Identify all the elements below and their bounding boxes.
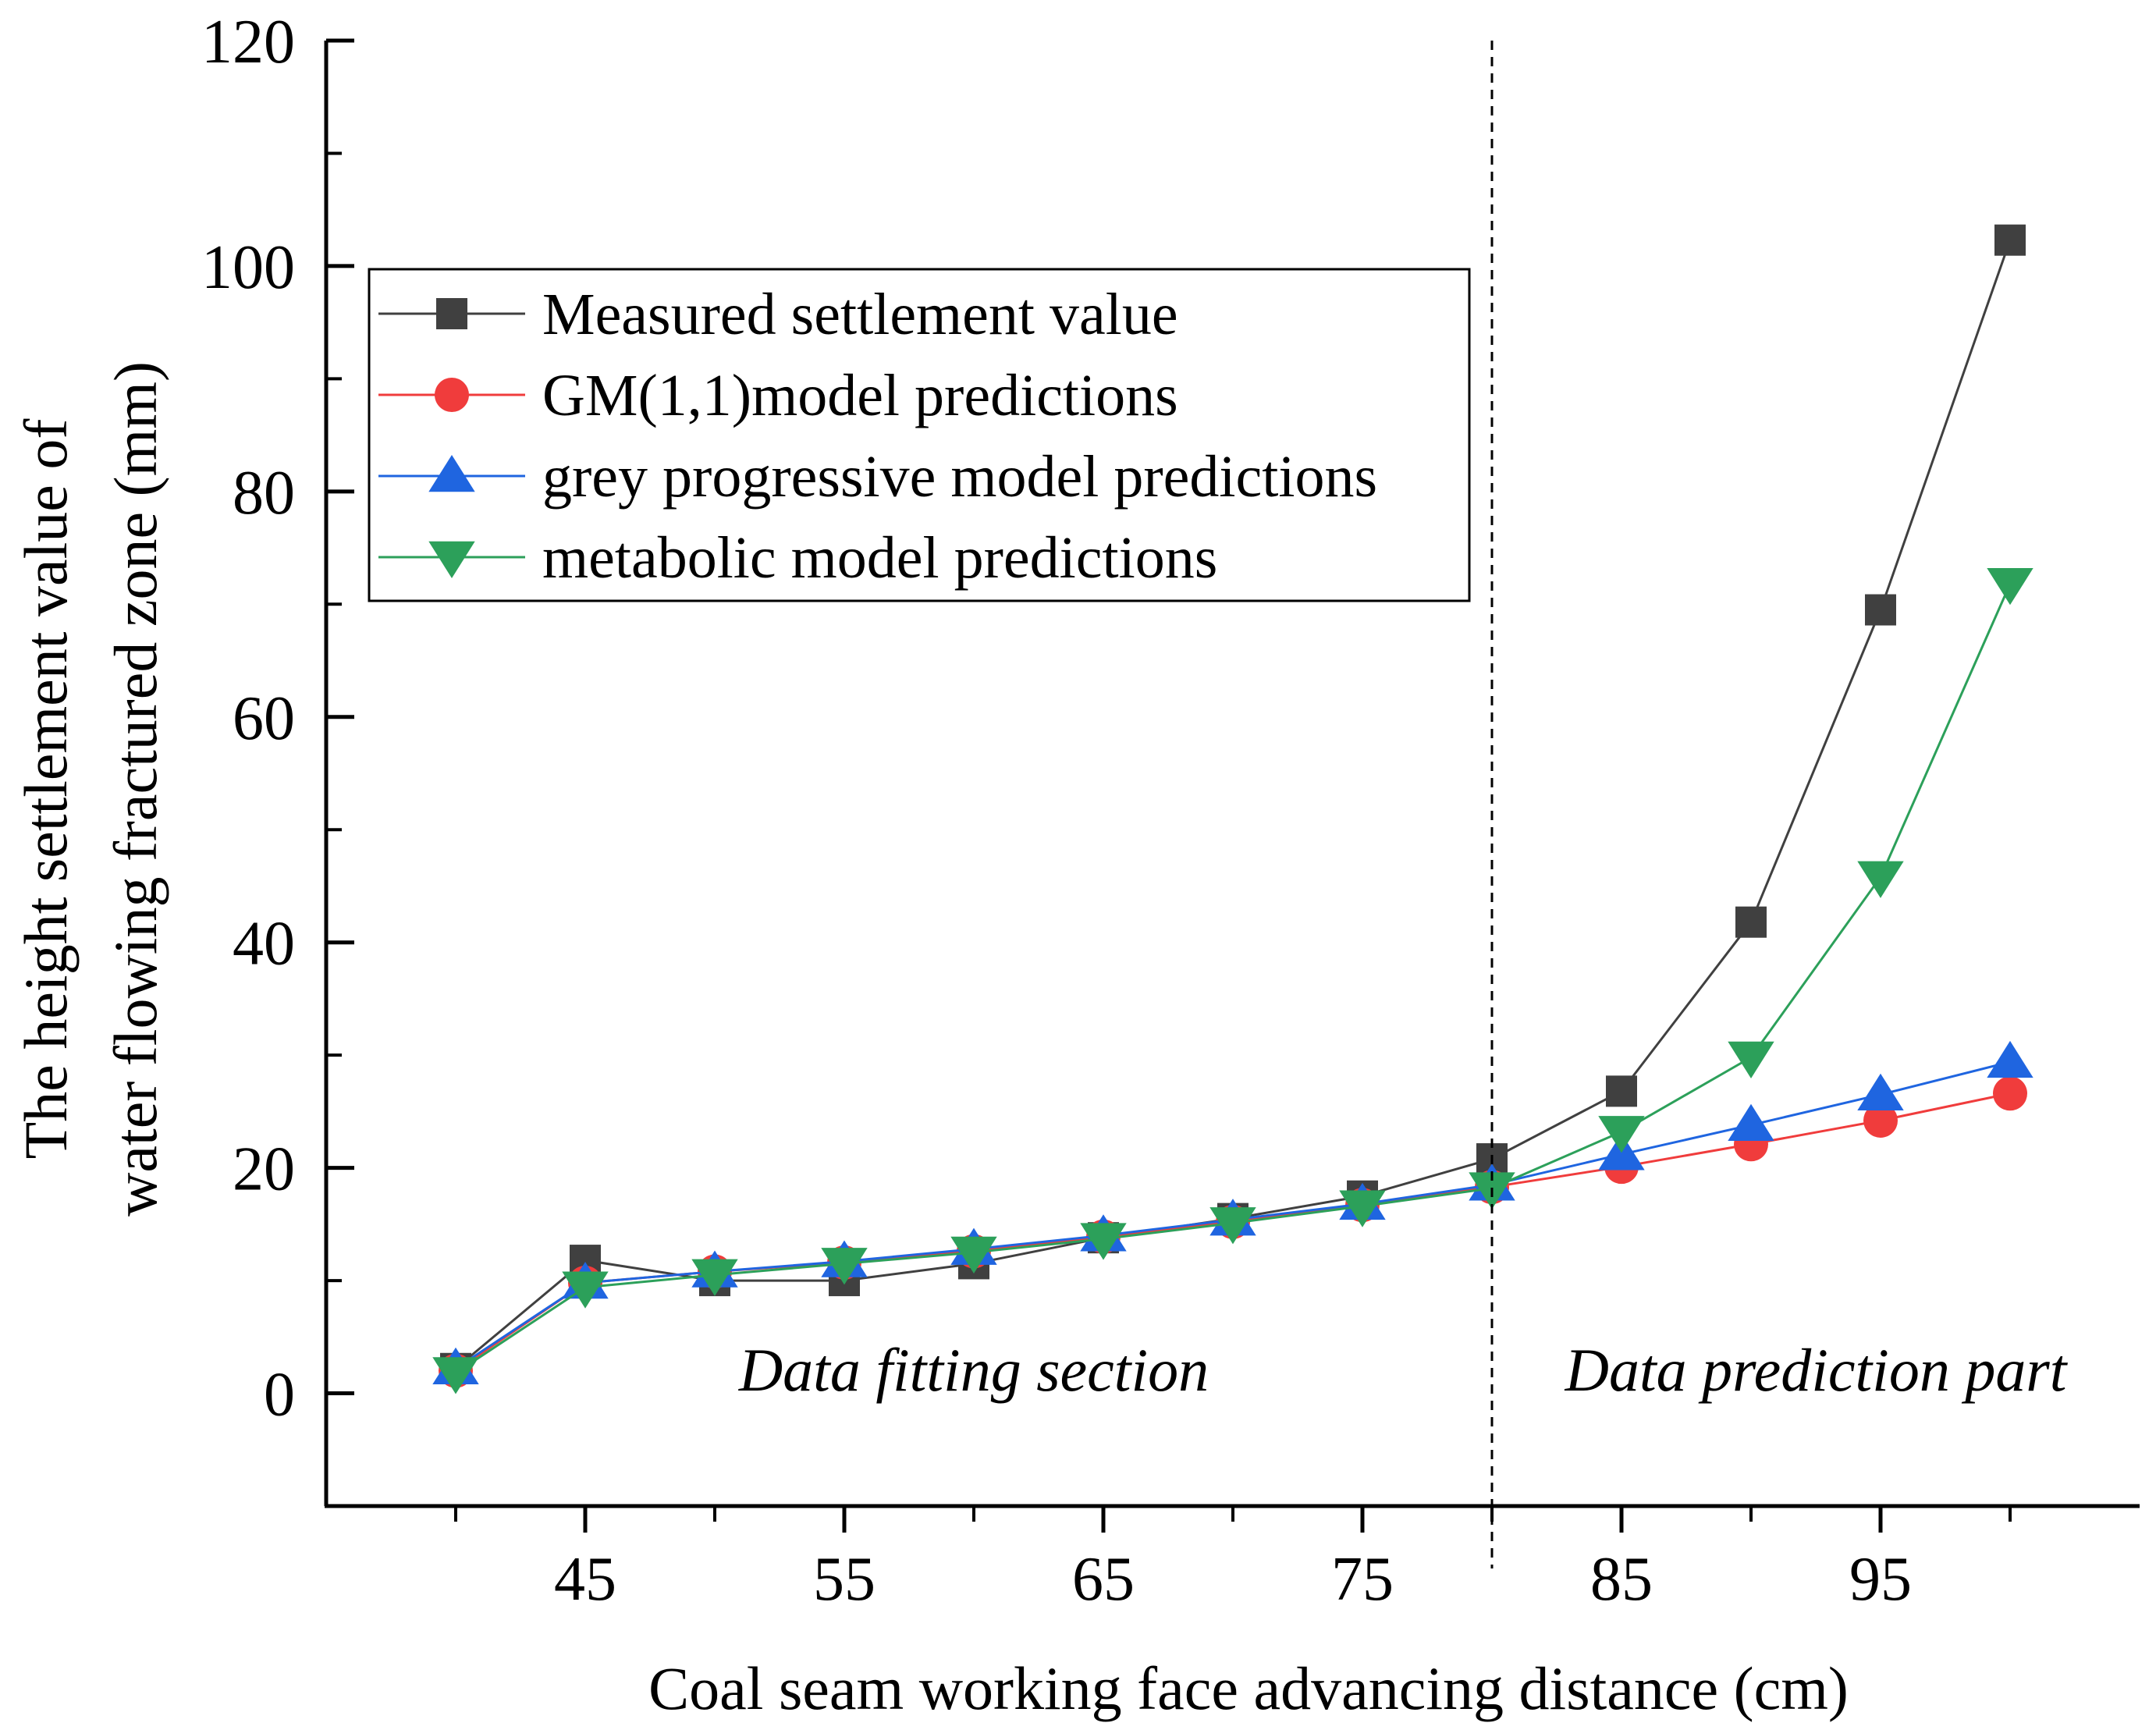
x-axis-title: Coal seam working face advancing distanc…	[648, 1654, 1849, 1722]
data-point	[1080, 1223, 1127, 1260]
legend-label: GM(1,1)model predictions	[542, 363, 1178, 428]
legend-label: Measured settlement value	[542, 282, 1178, 347]
y-tick-label: 40	[233, 910, 295, 979]
axis-labels: Coal seam working face advancing distanc…	[12, 361, 2069, 1722]
y-tick-label: 0	[264, 1361, 295, 1430]
legend-marker	[436, 298, 467, 329]
y-tick-label: 80	[233, 459, 295, 528]
data-point	[1728, 1103, 1774, 1141]
data-point	[1857, 861, 1904, 898]
data-point	[1339, 1190, 1386, 1227]
axis-ticks: 0 20 40 60 80 100 120 45 55 65 75 85 95	[201, 8, 2012, 1614]
data-point	[1728, 1041, 1774, 1079]
x-tick-label: 65	[1072, 1545, 1135, 1614]
series-3	[432, 568, 2033, 1394]
data-point	[1993, 1076, 2027, 1111]
y-tick-label: 120	[201, 8, 295, 76]
annotation-prediction-part: Data prediction part	[1565, 1336, 2069, 1404]
data-point	[950, 1236, 997, 1274]
data-point	[1863, 1103, 1898, 1138]
axes	[324, 41, 2140, 1568]
data-point	[1209, 1207, 1256, 1245]
data-point	[1987, 568, 2033, 606]
data-point	[1994, 224, 2026, 256]
data-point	[1606, 1075, 1637, 1107]
series-group	[432, 224, 2033, 1394]
y-tick-label: 20	[233, 1135, 295, 1204]
legend-entry-2: grey progressive model predictions	[378, 444, 1377, 510]
legend-marker	[435, 378, 469, 412]
legend-marker	[428, 541, 475, 578]
data-point	[821, 1248, 868, 1285]
legend-label: grey progressive model predictions	[542, 444, 1377, 510]
y-axis-title-line-1: The height settlement value of	[12, 419, 80, 1160]
x-tick-label: 85	[1590, 1545, 1653, 1614]
legend-entry-1: GM(1,1)model predictions	[378, 363, 1178, 428]
y-tick-label: 60	[233, 684, 295, 753]
legend-entry-0: Measured settlement value	[378, 282, 1178, 347]
data-point	[691, 1259, 738, 1296]
data-point	[1987, 1040, 2033, 1078]
series-line	[455, 583, 2012, 1374]
legend-entry-3: metabolic model predictions	[378, 525, 1217, 591]
data-point	[1857, 1073, 1904, 1110]
data-point	[432, 1357, 479, 1394]
data-point	[562, 1271, 609, 1309]
data-point	[1735, 906, 1767, 938]
annotation-fitting-section: Data fitting section	[738, 1336, 1209, 1404]
legend-label: metabolic model predictions	[542, 525, 1217, 591]
legend-box	[368, 268, 1471, 602]
y-tick-label: 100	[201, 233, 295, 302]
x-tick-label: 95	[1849, 1545, 1912, 1614]
legend: Measured settlement value GM(1,1)model pr…	[368, 268, 1471, 602]
legend-marker	[428, 455, 475, 492]
x-tick-label: 75	[1331, 1545, 1394, 1614]
x-tick-label: 45	[554, 1545, 616, 1614]
x-tick-label: 55	[813, 1545, 876, 1614]
data-point	[1598, 1116, 1645, 1153]
y-axis-title-line-2: water flowing fractured zone (mm)	[101, 361, 169, 1217]
data-point	[1865, 594, 1896, 626]
